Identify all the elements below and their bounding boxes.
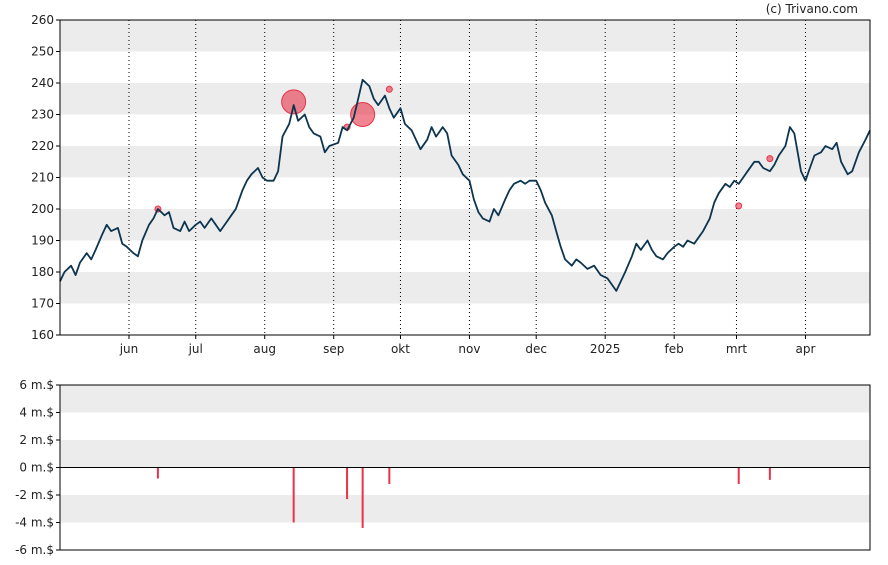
x-tick-label: sep (323, 342, 344, 356)
x-tick-label: mrt (726, 342, 748, 356)
insider-marker (281, 89, 307, 115)
price-y-tick-label: 250 (31, 45, 54, 59)
x-tick-label: jun (119, 342, 139, 356)
transaction-y-tick-label: 0 m.$ (19, 461, 54, 475)
x-axis-ticks: jun jul aug sep okt nov dec 2025 feb mrt apr (119, 335, 816, 356)
price-y-tick-label: 260 (31, 13, 54, 27)
transaction-panel-bands (60, 385, 870, 523)
price-y-tick-label: 210 (31, 171, 54, 185)
insider-marker (735, 202, 743, 210)
price-y-tick-label: 170 (31, 297, 54, 311)
x-tick-label: dec (525, 342, 547, 356)
price-band (60, 20, 870, 52)
x-tick-label: feb (665, 342, 684, 356)
transaction-y-tick-label: 6 m.$ (19, 378, 54, 392)
x-tick-label: 2025 (590, 342, 621, 356)
transaction-y-tick-label: 4 m.$ (19, 406, 54, 420)
price-y-tick-label: 220 (31, 139, 54, 153)
transaction-band (60, 495, 870, 523)
transaction-y-tick-label: -4 m.$ (15, 516, 54, 530)
price-band (60, 209, 870, 241)
price-y-tick-label: 230 (31, 108, 54, 122)
price-y-tick-label: 200 (31, 202, 54, 216)
price-band (60, 146, 870, 178)
x-tick-label: okt (391, 342, 410, 356)
x-tick-label: nov (458, 342, 480, 356)
transaction-y-tick-label: -2 m.$ (15, 488, 54, 502)
price-y-tick-label: 160 (31, 328, 54, 342)
transaction-y-tick-label: 2 m.$ (19, 433, 54, 447)
transaction-y-axis-ticks: 6 m.$ 4 m.$ 2 m.$ 0 m.$ -2 m.$ -4 m.$ -6 m.$ (15, 378, 60, 557)
price-panel-month-gridlines (128, 20, 806, 335)
price-y-tick-label: 190 (31, 234, 54, 248)
price-line (59, 78, 871, 292)
x-tick-label: jul (188, 342, 203, 356)
price-band (60, 272, 870, 304)
price-band (60, 83, 870, 115)
x-tick-label: aug (253, 342, 276, 356)
credit-label: (c) Trivano.com (766, 2, 858, 16)
transaction-y-tick-label: -6 m.$ (15, 543, 54, 557)
price-y-tick-label: 240 (31, 76, 54, 90)
insider-marker (766, 155, 774, 163)
transaction-band (60, 385, 870, 413)
x-tick-label: apr (796, 342, 816, 356)
price-panel-bands (60, 20, 870, 304)
insider-marker (385, 85, 393, 93)
transaction-bars (156, 467, 771, 528)
transaction-band (60, 440, 870, 468)
price-y-axis-ticks: 160 170 180 190 200 210 220 230 240 250 260 (31, 13, 60, 342)
price-y-tick-label: 180 (31, 265, 54, 279)
